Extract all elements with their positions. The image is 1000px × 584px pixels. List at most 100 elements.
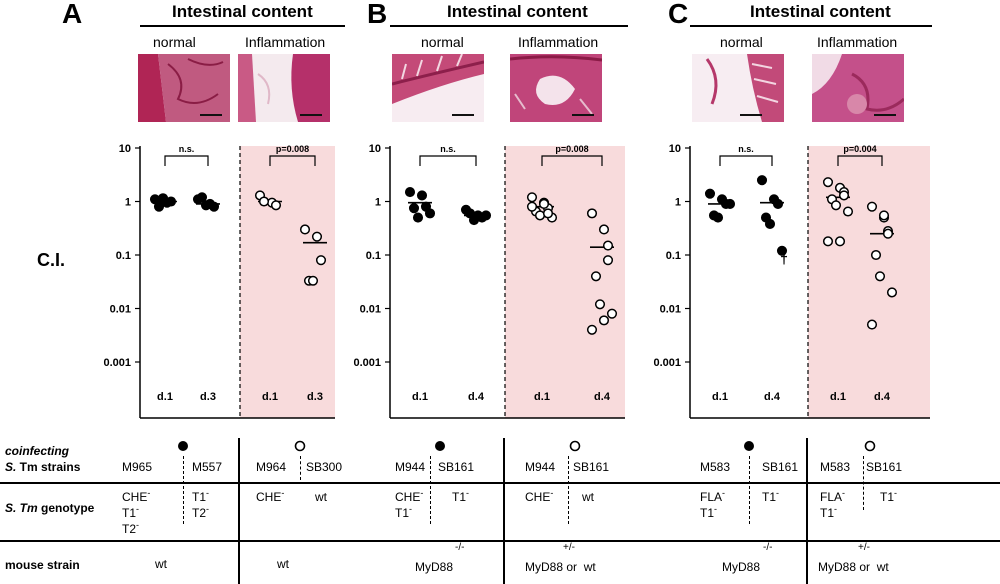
genotype-m583: FLA- T1-	[700, 488, 726, 520]
x-group-label-C: d.1	[712, 391, 728, 403]
data-point-B	[586, 208, 598, 219]
open-marker-b	[569, 440, 581, 452]
y-tick-label-A: 10	[119, 143, 131, 155]
significance-bracket-B	[419, 155, 477, 166]
data-point-C	[776, 245, 788, 256]
mouse-c2: MyD88 or wt	[818, 560, 889, 574]
significance-bracket-A	[164, 155, 209, 166]
row-header-genotype: S. Tm genotype	[5, 501, 95, 515]
data-point-C	[866, 201, 878, 212]
y-tick-label-B: 10	[369, 143, 381, 155]
genotype-m944: CHE- T1-	[395, 488, 424, 520]
strain-m964: M964	[256, 460, 287, 474]
data-point-C	[878, 210, 890, 221]
strain-sb300: SB300	[306, 460, 343, 474]
p-value-C: n.s.	[738, 144, 754, 154]
data-point-B	[606, 308, 618, 319]
y-tick-label-A: 0.1	[116, 250, 131, 262]
data-point-A	[311, 231, 323, 242]
data-point-B	[424, 208, 436, 219]
p-value-B: p=0.008	[555, 144, 588, 154]
genotype-sb161-c2: T1-	[880, 488, 898, 504]
mouse-a1: wt	[155, 557, 167, 571]
strain-sb161-b2: SB161	[573, 460, 610, 474]
data-point-A	[270, 200, 282, 211]
histology-inflammation-image-b	[510, 54, 602, 122]
strain-sb161-b: SB161	[438, 460, 475, 474]
strain-m944-b2: M944	[525, 460, 556, 474]
data-point-C	[704, 188, 716, 199]
data-point-C	[882, 228, 894, 239]
row-header-strains-2: S. Tm strains	[5, 460, 81, 474]
x-group-label-A: d.3	[200, 391, 216, 403]
panel-label-b: B	[367, 0, 388, 29]
data-point-B	[602, 255, 614, 266]
histology-normal-image-b	[392, 54, 484, 122]
mouse-c1-sup: -/-	[763, 542, 773, 553]
row-header-strains-1: coinfecting	[5, 444, 70, 458]
x-group-label-A: d.3	[307, 391, 323, 403]
data-point-C	[870, 249, 882, 261]
significance-bracket-C	[719, 155, 773, 166]
genotype-m964: CHE-	[256, 488, 285, 504]
y-tick-label-C: 0.001	[653, 357, 681, 369]
data-point-A	[307, 275, 319, 286]
significance-bracket-A	[269, 155, 316, 166]
data-point-A	[157, 193, 169, 204]
strain-m583-c: M583	[700, 460, 731, 474]
data-point-B	[408, 203, 420, 214]
significance-bracket-C	[837, 155, 883, 166]
data-point-C	[724, 198, 736, 209]
p-value-C: p=0.004	[843, 144, 876, 154]
data-point-B	[598, 315, 610, 326]
strain-sb161-c: SB161	[762, 460, 799, 474]
x-group-label-A: d.1	[262, 391, 278, 403]
normal-label-c: normal	[720, 34, 763, 50]
data-point-C	[822, 177, 834, 188]
p-value-A: p=0.008	[276, 144, 309, 154]
mouse-b2-sup: +/-	[563, 542, 575, 553]
data-point-B	[468, 215, 480, 226]
x-group-label-B: d.1	[412, 391, 428, 403]
data-point-A	[208, 201, 220, 212]
data-point-C	[874, 271, 886, 282]
open-marker-a	[294, 440, 306, 452]
data-point-A	[196, 192, 208, 203]
mouse-b2: MyD88 or wt	[525, 560, 596, 574]
data-point-C	[830, 200, 842, 211]
data-point-A	[299, 224, 311, 235]
filled-marker-c	[744, 441, 754, 451]
data-point-A	[258, 196, 270, 207]
inflam-label-b: Inflammation	[518, 34, 599, 50]
histology-normal-image-a	[138, 54, 230, 122]
y-tick-label-B: 0.1	[366, 250, 381, 262]
data-point-B	[590, 271, 602, 282]
x-group-label-B: d.1	[534, 391, 550, 403]
panel-label-c: C	[668, 0, 689, 29]
y-tick-label-A: 0.001	[103, 357, 131, 369]
genotype-sb300: wt	[315, 490, 327, 504]
y-tick-label-A: 1	[125, 197, 131, 209]
x-group-label-A: d.1	[157, 391, 173, 403]
data-point-C	[834, 236, 846, 247]
y-tick-label-B: 0.01	[360, 304, 381, 316]
x-group-label-C: d.4	[764, 391, 781, 403]
data-point-B	[542, 208, 554, 219]
strain-sb161-c2: SB161	[866, 460, 903, 474]
genotype-sb161-b: T1-	[452, 488, 470, 504]
data-point-B	[412, 212, 424, 223]
data-point-C	[838, 190, 850, 201]
histology-normal-image-c	[692, 54, 784, 122]
panel-label-a: A	[62, 0, 83, 29]
genotype-m965: CHE- T1- T2-	[122, 488, 151, 536]
open-marker-c	[864, 440, 876, 452]
data-point-B	[526, 192, 538, 203]
data-point-B	[404, 187, 416, 198]
histology-inflammation-image-a	[238, 54, 330, 122]
genotype-m557: T1- T2-	[192, 488, 210, 520]
genotype-sb161-c: T1-	[762, 488, 780, 504]
data-point-B	[586, 324, 598, 335]
inflam-label-a: Inflammation	[245, 34, 326, 50]
data-point-B	[534, 210, 546, 221]
p-value-A: n.s.	[179, 144, 195, 154]
